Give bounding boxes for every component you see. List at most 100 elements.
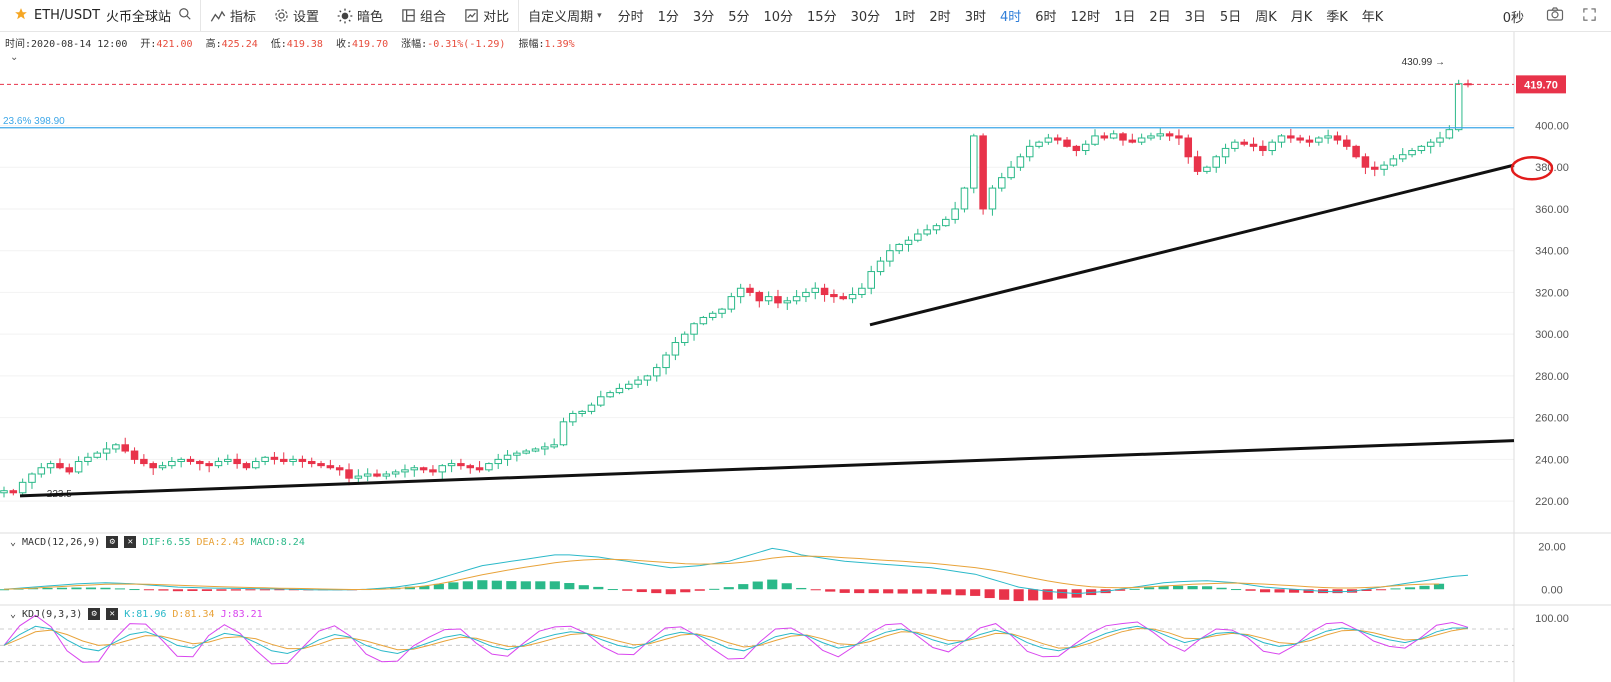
candle-body <box>1221 147 1230 158</box>
macd-value: MACD:8.24 <box>250 536 305 548</box>
candle-body <box>56 463 64 469</box>
star-icon[interactable] <box>14 7 28 25</box>
candle-body <box>28 473 36 483</box>
period-19[interactable]: 季K <box>1326 10 1348 25</box>
period-14[interactable]: 2日 <box>1149 10 1171 25</box>
period-0[interactable]: 分时 <box>617 10 644 25</box>
macd-histogram-bar <box>143 589 155 591</box>
candle-body <box>970 135 978 189</box>
period-11[interactable]: 6时 <box>1035 10 1057 25</box>
period-12[interactable]: 12时 <box>1070 10 1101 25</box>
period-5[interactable]: 15分 <box>807 10 837 25</box>
candle-body <box>46 463 55 469</box>
period-1[interactable]: 1分 <box>657 10 679 25</box>
macd-histogram-bar <box>1144 587 1155 590</box>
macd-dea: DEA:2.43 <box>196 536 245 548</box>
y-tick-label: 400.00 <box>1535 120 1569 132</box>
candle-body <box>1175 135 1183 139</box>
search-icon[interactable] <box>178 7 192 25</box>
macd-histogram-bar <box>1332 589 1343 594</box>
kdj-close-icon[interactable]: ✕ <box>106 608 119 620</box>
macd-close-icon[interactable]: ✕ <box>124 536 137 548</box>
macd-histogram-bar <box>491 580 502 590</box>
change-value: -0.31%(-1.29) <box>427 39 506 50</box>
kdj-collapse-icon[interactable]: ⌄ <box>10 608 17 620</box>
settings-button[interactable]: 设置 <box>265 0 328 32</box>
combine-button[interactable]: 组合 <box>392 0 455 32</box>
candle-body <box>1072 145 1081 152</box>
kdj-k-line <box>3 625 1468 655</box>
candle-body <box>904 239 913 245</box>
candle-body <box>764 296 773 302</box>
period-4[interactable]: 10分 <box>763 10 794 25</box>
compare-label: 对比 <box>483 10 510 25</box>
macd-histogram-bar <box>941 589 952 595</box>
period-9[interactable]: 3时 <box>964 10 986 25</box>
kdj-chart[interactable]: 100.00 <box>0 606 1611 682</box>
period-8[interactable]: 2时 <box>929 10 951 25</box>
low-label: 低: <box>270 39 287 50</box>
macd-collapse-icon[interactable]: ⌄ <box>10 536 17 548</box>
macd-histogram-bar <box>854 589 865 594</box>
period-16[interactable]: 5日 <box>1219 10 1242 25</box>
indicators-button[interactable]: 指标 <box>201 0 265 32</box>
kdj-settings-icon[interactable]: ⚙ <box>88 608 101 620</box>
camera-icon[interactable] <box>1536 6 1574 26</box>
macd-histogram-bar <box>1404 587 1416 590</box>
candle-body <box>391 471 400 475</box>
candle-body <box>1296 137 1304 141</box>
macd-histogram-bar <box>825 589 836 592</box>
kdj-header: ⌄ KDJ(9,3,3) ⚙ ✕ K:81.96 D:81.34 J:83.21 <box>10 608 263 620</box>
macd-histogram-bar <box>419 586 430 590</box>
candle-body <box>914 233 922 241</box>
macd-histogram-bar <box>201 589 213 591</box>
macd-histogram-bar <box>984 589 995 599</box>
macd-histogram-bar <box>1419 585 1430 590</box>
candle-body <box>736 287 745 298</box>
candle-body <box>811 287 820 293</box>
period-17[interactable]: 周K <box>1255 10 1277 25</box>
macd-histogram-bar <box>868 589 879 594</box>
candle-body <box>382 473 391 477</box>
candle-body <box>1454 83 1463 131</box>
candle-body <box>578 410 586 414</box>
period-6[interactable]: 30分 <box>850 10 881 25</box>
candle-body <box>1156 133 1165 137</box>
change-label: 涨幅: <box>401 39 428 50</box>
period-18[interactable]: 月K <box>1290 10 1313 25</box>
candlestick-chart[interactable]: 220.00 240.00 260.00 280.00 300.00 320.00 340.… <box>0 32 1611 534</box>
macd-histogram-bar <box>85 587 97 590</box>
macd-histogram-bar <box>448 582 459 590</box>
candle-body <box>1268 141 1276 152</box>
period-15[interactable]: 3日 <box>1184 10 1206 25</box>
macd-settings-icon[interactable]: ⚙ <box>106 536 119 548</box>
macd-histogram-bar <box>1390 588 1401 590</box>
high-label: 高: <box>205 39 222 50</box>
symbol-selector[interactable]: ETH/USDT 火币全球站 <box>0 0 200 32</box>
period-13[interactable]: 1日 <box>1114 10 1136 25</box>
fullscreen-icon[interactable] <box>1574 7 1611 26</box>
macd-histogram-bar <box>1187 586 1198 590</box>
macd-histogram-bar <box>520 581 531 590</box>
period-2[interactable]: 3分 <box>692 10 715 25</box>
compare-button[interactable]: 对比 <box>455 0 518 32</box>
custom-period-dropdown[interactable]: 自定义周期 ▾ <box>519 0 611 32</box>
macd-histogram-bar <box>912 589 923 594</box>
candle-body <box>252 460 260 469</box>
settings-label: 设置 <box>293 10 320 25</box>
macd-chart[interactable]: 20.00 0.00 <box>0 534 1611 606</box>
period-3[interactable]: 5分 <box>728 10 750 25</box>
candle-body <box>541 446 549 450</box>
period-20[interactable]: 年K <box>1361 10 1384 25</box>
theme-button[interactable]: 暗色 <box>328 0 392 32</box>
low-value: 419.38 <box>286 39 323 50</box>
macd-histogram-bar <box>1259 589 1271 593</box>
candle-body <box>121 444 129 452</box>
period-7[interactable]: 1时 <box>894 10 916 25</box>
period-10[interactable]: 4时 <box>999 10 1022 25</box>
candle-body <box>1305 139 1314 143</box>
macd-histogram-bar <box>593 586 604 590</box>
collapse-chevron-icon[interactable]: ⌄ <box>10 52 19 63</box>
candle-body <box>186 458 195 462</box>
candle-body <box>886 250 894 262</box>
